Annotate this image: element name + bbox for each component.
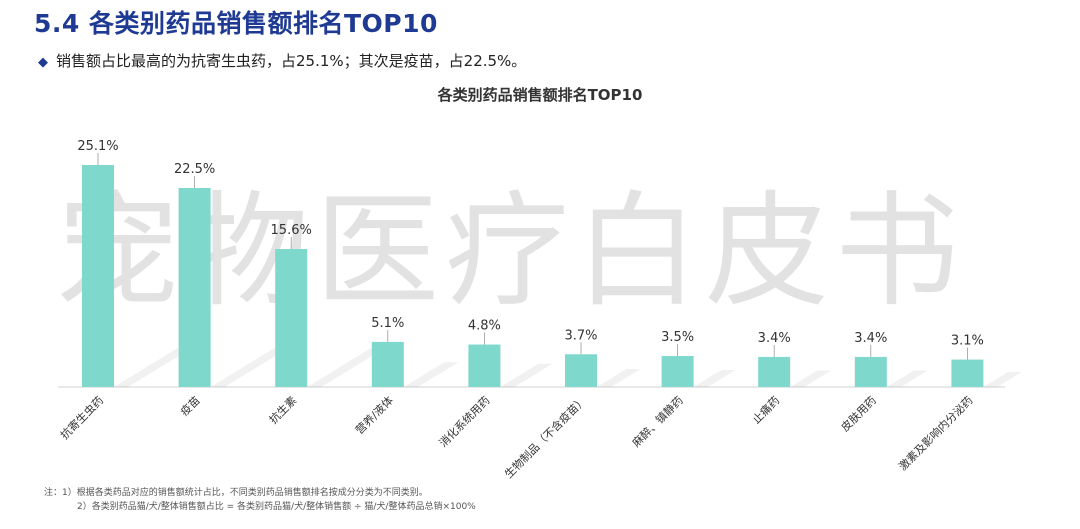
category-label: 生物制品（不含疫苗） bbox=[501, 393, 589, 481]
footnote-2: 2）各类别药品猫/犬/整体销售额占比 = 各类别药品猫/犬/整体销售额 ÷ 猫/… bbox=[77, 502, 476, 512]
bar-shadow bbox=[983, 371, 1023, 387]
bar bbox=[758, 356, 791, 387]
bar bbox=[661, 356, 694, 387]
bar-shadow bbox=[790, 370, 832, 387]
data-label: 3.7% bbox=[564, 328, 597, 343]
bar bbox=[565, 354, 597, 387]
category-label: 疫苗 bbox=[177, 393, 202, 418]
category-label: 皮肤用药 bbox=[838, 393, 879, 434]
bar bbox=[178, 187, 211, 387]
footnotes: 注：1）根据各类药品对应的销售额统计占比，不同类别药品销售额排名按成分分类为不同… bbox=[44, 486, 476, 514]
bar-shadow bbox=[307, 348, 385, 387]
bar bbox=[951, 359, 984, 387]
bar-shadow bbox=[597, 369, 641, 387]
category-label: 麻醉、镇静药 bbox=[629, 393, 686, 450]
bar bbox=[468, 344, 501, 387]
data-label: 5.1% bbox=[371, 316, 404, 331]
diamond-bullet-icon: ◆ bbox=[38, 55, 48, 70]
data-label: 4.8% bbox=[468, 319, 501, 334]
data-label: 15.6% bbox=[271, 223, 312, 238]
bar-shadow bbox=[886, 370, 928, 387]
data-label: 3.4% bbox=[758, 331, 791, 346]
bar bbox=[82, 165, 114, 387]
chart-title: 各类别药品销售额排名TOP10 bbox=[437, 86, 643, 104]
footnote-1: 注：1）根据各类药品对应的销售额统计占比，不同类别药品销售额排名按成分分类为不同… bbox=[44, 488, 428, 498]
summary-text: 销售额占比最高的为抗寄生虫药，占25.1%；其次是疫苗，占22.5%。 bbox=[56, 52, 527, 70]
summary-line: ◆ 销售额占比最高的为抗寄生虫药，占25.1%；其次是疫苗，占22.5%。 bbox=[38, 50, 526, 71]
bar-shadow bbox=[114, 348, 191, 387]
category-label: 消化系统用药 bbox=[436, 393, 493, 450]
data-label: 22.5% bbox=[174, 162, 215, 177]
bar bbox=[371, 341, 404, 387]
bar-shadow bbox=[693, 369, 736, 387]
bar bbox=[854, 356, 887, 387]
bar bbox=[275, 249, 308, 387]
bar-shadow bbox=[403, 362, 459, 387]
bar-shadow bbox=[210, 348, 288, 387]
data-label: 3.4% bbox=[854, 331, 887, 346]
data-label: 3.5% bbox=[661, 330, 694, 345]
category-label: 营养/液体 bbox=[352, 393, 396, 437]
data-label: 25.1% bbox=[77, 139, 118, 154]
data-label: 3.1% bbox=[951, 334, 984, 349]
category-label: 抗寄生虫药 bbox=[57, 393, 106, 442]
bar-shadow bbox=[500, 363, 553, 387]
category-label: 抗生素 bbox=[266, 393, 299, 426]
category-label: 止痛药 bbox=[749, 393, 782, 426]
page-title: 5.4 各类别药品销售额排名TOP10 bbox=[34, 9, 438, 38]
category-label: 激素及影响内分泌药 bbox=[896, 393, 976, 473]
